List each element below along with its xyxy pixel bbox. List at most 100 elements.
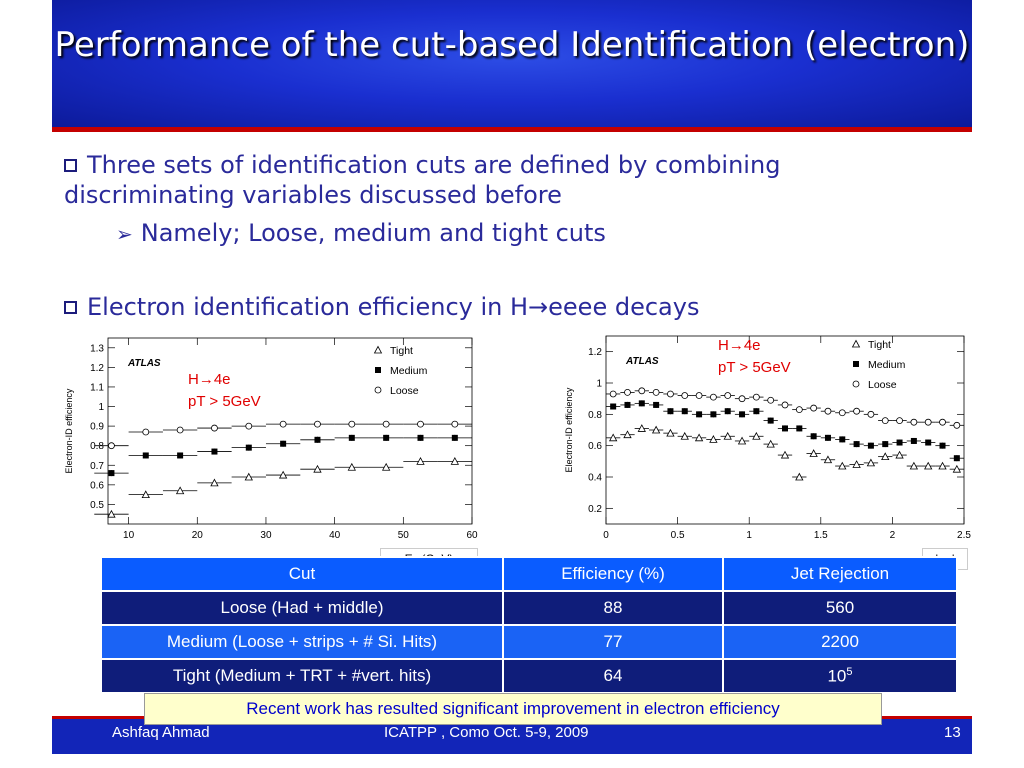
bullet-1: Three sets of identification cuts are de… [64, 150, 944, 210]
bullet-2-text: Electron identification efficiency in H→… [87, 293, 700, 321]
medium-marker [211, 448, 218, 455]
x-tick-label: 30 [260, 530, 272, 541]
x-tick-label: 50 [398, 530, 410, 541]
medium-marker [417, 434, 424, 441]
efficiency-vs-eta-plot: 0.2 0.4 0.6 0.8 1 1.2 0 0.5 1 1.5 2 2.5 Electron-ID … [560, 330, 976, 546]
loose-marker [681, 392, 689, 399]
bullet-2: Electron identification efficiency in H→… [64, 292, 944, 322]
medium-marker [753, 408, 760, 415]
header-jet-rejection: Jet Rejection [722, 556, 958, 592]
tight-marker [838, 461, 847, 470]
y-tick-label: 0.8 [90, 441, 104, 452]
medium-marker [375, 367, 381, 373]
tight-marker [347, 462, 356, 471]
tight-marker [278, 470, 288, 479]
medium-marker [696, 411, 703, 418]
cell-cut: Tight (Medium + TRT + #vert. hits) [100, 658, 504, 694]
atlas-logo: ATLAS [625, 356, 659, 367]
process-annotation: H→4e [718, 337, 761, 354]
tight-marker [694, 433, 704, 442]
cell-rejection: 105 [722, 658, 958, 694]
loose-marker [245, 422, 253, 430]
header-efficiency: Efficiency (%) [502, 556, 724, 592]
legend-label: Loose [390, 385, 419, 397]
loose-marker [824, 407, 832, 415]
medium-marker [314, 436, 321, 443]
medium-marker [853, 441, 860, 448]
tight-marker [766, 439, 775, 448]
tight-marker [244, 472, 253, 481]
medium-marker [853, 361, 859, 367]
tight-marker [651, 425, 661, 434]
medium-marker [383, 434, 390, 441]
table-row: Medium (Loose + strips + # Si. Hits) 77 … [100, 624, 958, 660]
loose-marker [417, 420, 424, 428]
cell-cut: Loose (Had + middle) [100, 590, 504, 626]
table-row: Tight (Medium + TRT + #vert. hits) 64 10… [100, 658, 958, 694]
medium-marker [681, 408, 688, 415]
bullet-1-sub: ➢ Namely; Loose, medium and tight cuts [116, 218, 936, 249]
table-row: Loose (Had + middle) 88 560 [100, 590, 958, 626]
medium-marker [796, 425, 803, 432]
medium-marker [142, 452, 149, 459]
y-tick-label: 0.6 [588, 441, 602, 452]
loose-marker [382, 420, 390, 428]
tight-marker [881, 452, 890, 461]
cell-rejection: 560 [722, 590, 958, 626]
medium-marker [348, 434, 355, 441]
table-header-row: Cut Efficiency (%) Jet Rejection [100, 556, 958, 592]
loose-marker [853, 407, 861, 415]
medium-marker [925, 439, 932, 446]
loose-marker [709, 393, 717, 401]
medium-marker [638, 400, 645, 407]
header-cut: Cut [100, 556, 504, 592]
loose-marker [795, 406, 803, 414]
medium-marker [108, 470, 115, 477]
process-annotation: H→4e [188, 371, 231, 388]
x-tick-label: 1.5 [814, 530, 828, 541]
y-tick-label: 1.1 [90, 382, 104, 393]
y-tick-label: 0.2 [588, 504, 602, 515]
square-bullet-icon [64, 159, 77, 172]
legend-label: Medium [868, 359, 906, 371]
tight-marker [141, 490, 150, 499]
medium-marker [245, 444, 252, 451]
x-tick-label: 1 [746, 530, 752, 541]
legend-label: Tight [868, 339, 891, 351]
medium-marker [610, 403, 617, 410]
y-tick-label: 1.2 [588, 347, 602, 358]
loose-marker [738, 395, 746, 403]
loose-marker [142, 428, 150, 436]
loose-marker [781, 401, 789, 409]
loose-marker [279, 420, 287, 428]
tight-marker [381, 462, 391, 471]
tight-marker [924, 461, 933, 470]
x-tick-label: 0.5 [671, 530, 685, 541]
tight-marker [938, 461, 947, 470]
medium-marker [910, 437, 917, 444]
tight-marker [637, 424, 646, 432]
cut-annotation: pT > 5GeV [188, 393, 261, 410]
tight-marker [823, 455, 833, 464]
tight-marker [852, 460, 861, 468]
loose-marker [695, 392, 703, 399]
atlas-logo: ATLAS [127, 358, 161, 369]
tight-marker [709, 435, 718, 443]
y-tick-label: 0.5 [90, 500, 104, 511]
tight-marker [666, 428, 675, 437]
loose-marker [910, 418, 918, 426]
y-tick-label: 1 [98, 402, 104, 413]
y-axis-label: Electron-ID efficiency [64, 388, 74, 473]
cell-cut: Medium (Loose + strips + # Si. Hits) [100, 624, 504, 660]
footer-author: Ashfaq Ahmad [112, 724, 210, 741]
tight-marker [416, 457, 425, 465]
loose-marker [638, 387, 646, 395]
cell-rejection: 2200 [722, 624, 958, 660]
loose-marker [108, 442, 115, 450]
loose-marker [881, 417, 889, 424]
tight-marker [450, 457, 459, 465]
x-tick-label: 10 [123, 530, 135, 541]
loose-marker [348, 420, 356, 428]
medium-marker [710, 411, 717, 418]
x-tick-label: 60 [466, 530, 478, 541]
